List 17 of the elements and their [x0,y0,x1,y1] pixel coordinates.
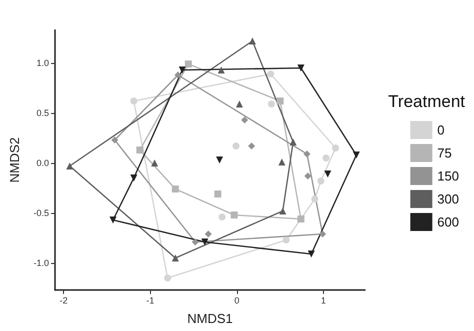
y-tick-label: 0.5 [36,108,49,118]
x-tick-label: -2 [60,296,68,306]
legend-label: 600 [437,214,460,230]
legend-label: 300 [437,192,460,206]
x-tick-label: 1 [320,296,326,306]
y-tick-label: 0.0 [36,158,49,168]
y-tick-label: 1.0 [36,58,49,68]
y-axis-title: NMDS2 [7,137,22,183]
y-tick-label: -0.5 [33,208,49,218]
x-axis-title: NMDS1 [187,311,233,326]
legend-label: 0 [437,122,445,138]
legend-label: 75 [437,146,452,160]
legend-label: 150 [437,168,460,184]
y-tick-label: -1.0 [33,258,49,268]
x-tick-label: -1 [146,296,154,306]
x-tick-label: 0 [234,296,240,306]
legend-title: Treatment [388,92,466,111]
